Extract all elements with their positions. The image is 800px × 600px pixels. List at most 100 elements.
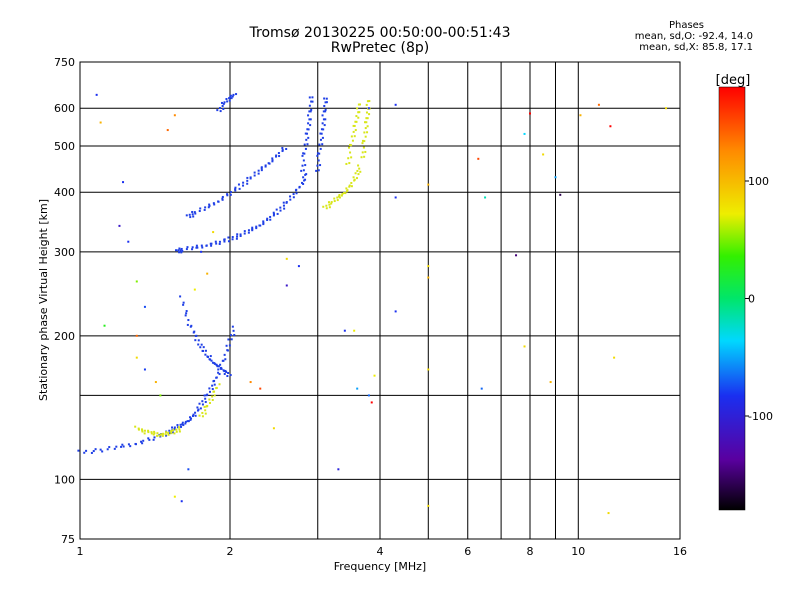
echo-mark-x (354, 172, 357, 175)
echo-mark-o (302, 152, 305, 155)
echo-mark-o (227, 338, 230, 341)
echo-mark-o (141, 442, 144, 445)
echo-mark-o (320, 132, 323, 135)
echo-mark-o (218, 242, 221, 245)
echo-mark-o (192, 331, 195, 334)
echo-mark-x (347, 146, 350, 149)
echo-mark-x (198, 414, 201, 417)
echo-mark-o (322, 118, 325, 121)
scatter-point (549, 381, 552, 384)
echo-mark-o (92, 450, 95, 453)
title-line-2: RwPretec (8p) (330, 40, 430, 56)
echo-mark-o (304, 147, 307, 150)
echo-mark-o (197, 339, 200, 342)
scatter-point (135, 356, 138, 359)
echo-mark-o (242, 184, 245, 187)
echo-mark-o (194, 411, 197, 414)
echo-mark-x (143, 432, 146, 435)
echo-mark-x (352, 176, 355, 179)
echo-mark-o (317, 169, 320, 172)
echo-mark-o (224, 369, 227, 372)
echo-mark-x (172, 428, 175, 431)
scatter-point (367, 394, 370, 397)
echo-mark-o (227, 371, 230, 374)
echo-mark-o (275, 154, 278, 157)
scatter-point (143, 305, 146, 308)
echo-mark-o (289, 195, 292, 198)
scatter-point (353, 329, 356, 332)
echo-mark-o (255, 225, 258, 228)
y-tick-label: 400 (54, 186, 75, 199)
echo-mark-o (210, 242, 213, 245)
echo-mark-o (221, 104, 224, 107)
echo-mark-x (364, 135, 367, 138)
echo-mark-o (226, 100, 229, 103)
echo-mark-o (324, 101, 327, 104)
echo-mark-o (185, 312, 188, 315)
echo-mark-o (225, 344, 228, 347)
echo-mark-x (350, 135, 353, 138)
phase-stats: Phases mean, sd,O: -92.4, 14.0 mean, sd,… (560, 20, 753, 53)
stats-x-mode: mean, sd,X: 85.8, 17.1 (639, 42, 753, 53)
echo-mark-o (310, 100, 313, 103)
echo-mark-o (308, 104, 311, 107)
echo-mark-x (141, 429, 144, 432)
echo-mark-o (230, 338, 233, 341)
echo-mark-o (201, 349, 204, 352)
echo-mark-o (228, 97, 231, 100)
echo-mark-o (246, 182, 249, 185)
echo-mark-x (350, 185, 353, 188)
echo-mark-o (200, 343, 203, 346)
echo-mark-o (236, 235, 239, 238)
echo-mark-o (232, 329, 235, 332)
echo-mark-o (231, 325, 234, 328)
echo-mark-o (178, 247, 181, 250)
x-tick-label: 10 (571, 545, 585, 558)
echo-mark-o (234, 188, 237, 191)
echo-mark-o (101, 450, 104, 453)
echo-mark-o (323, 97, 326, 100)
echo-mark-x (337, 195, 340, 198)
echo-mark-x (159, 433, 162, 436)
echo-mark-x (153, 432, 156, 435)
scatter-point (99, 121, 102, 124)
echo-mark-o (320, 128, 323, 131)
echo-mark-o (215, 242, 218, 245)
echo-mark-o (173, 428, 176, 431)
echo-mark-o (198, 402, 201, 405)
y-axis-label: Stationary phase Virtual Height [km] (37, 199, 50, 401)
echo-mark-x (173, 432, 176, 435)
echo-mark-o (285, 201, 288, 204)
echo-mark-x (141, 430, 144, 433)
echo-mark-o (246, 176, 249, 179)
echo-mark-o (219, 110, 222, 113)
echo-mark-o (281, 147, 284, 150)
scatter-point (523, 345, 526, 348)
echo-mark-o (318, 152, 321, 155)
echo-mark-x (360, 156, 363, 159)
echo-mark-o (238, 187, 241, 190)
echo-mark-o (303, 152, 306, 155)
echo-mark-x (343, 192, 346, 195)
echo-mark-o (185, 310, 188, 313)
echo-mark-o (208, 358, 211, 361)
echo-mark-o (269, 215, 272, 218)
echo-mark-o (199, 346, 202, 349)
echo-mark-o (205, 394, 208, 397)
echo-mark-x (341, 193, 344, 196)
echo-mark-x (178, 428, 181, 431)
echo-mark-x (368, 100, 371, 103)
echo-mark-o (308, 110, 311, 113)
echo-mark-o (168, 429, 171, 432)
y-tick-label: 750 (54, 56, 75, 69)
echo-mark-o (199, 207, 202, 210)
echo-mark-x (355, 177, 358, 180)
echo-mark-o (229, 191, 232, 194)
scatter-point (154, 381, 157, 384)
echo-mark-o (189, 216, 192, 219)
scatter-point (135, 280, 138, 283)
scatter-point (173, 114, 176, 117)
echo-mark-o (269, 218, 272, 221)
echo-mark-o (232, 93, 235, 96)
scatter-point (206, 272, 209, 275)
